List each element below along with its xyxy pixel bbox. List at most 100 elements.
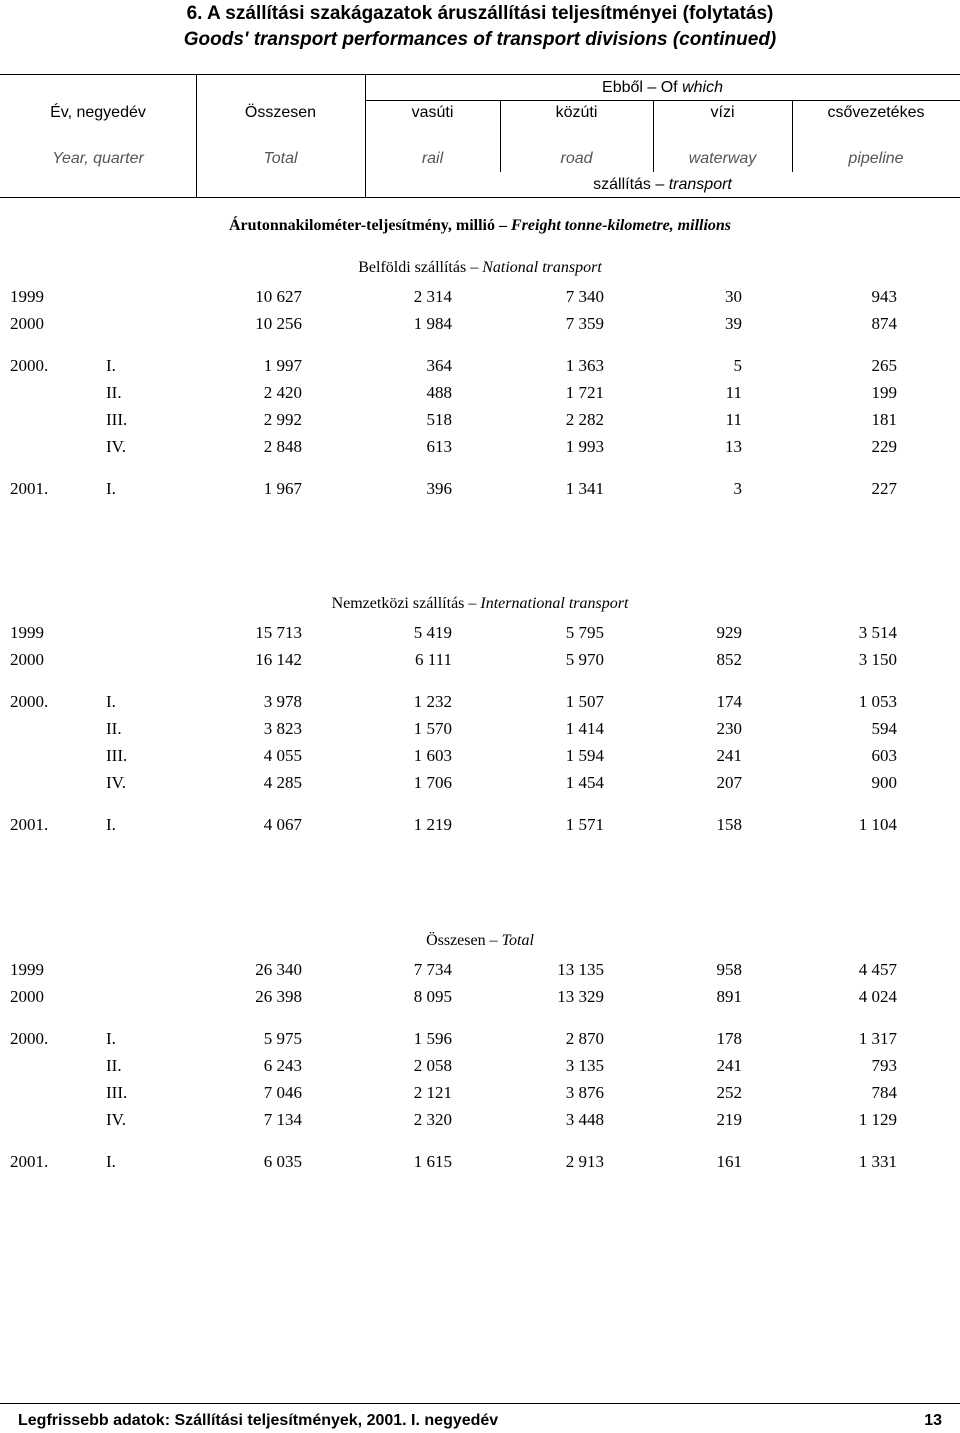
- of-which-rule: [365, 100, 960, 101]
- cell-waterway: 929: [716, 623, 743, 642]
- rail-heading: vasúti: [411, 104, 454, 121]
- cell-road: 13 329: [557, 987, 604, 1006]
- table-row: 2001. I. 6 035 1 615 2 913 161 1 331: [0, 1151, 960, 1173]
- rail-heading-english: rail: [421, 150, 444, 167]
- cell-rail: 1 615: [413, 1152, 452, 1171]
- cell-waterway: 852: [716, 650, 743, 669]
- cell-total: 1 997: [263, 356, 302, 375]
- cell-year: 2000.: [10, 692, 49, 711]
- cell-total: 6 035: [263, 1152, 302, 1171]
- cell-pipeline: 1 129: [858, 1110, 897, 1129]
- cell-pipeline: 943: [871, 287, 898, 306]
- total-heading: Összesen: [244, 104, 317, 121]
- table-row: 1999 26 340 7 734 13 135 958 4 457: [0, 959, 960, 981]
- cell-road: 3 448: [565, 1110, 604, 1129]
- section-title: Nemzetközi szállítás – International tra…: [331, 595, 629, 612]
- cell-waterway: 11: [725, 383, 742, 402]
- road-heading-english: road: [560, 150, 593, 167]
- cell-pipeline: 1 331: [858, 1152, 897, 1171]
- cell-rail: 6 111: [415, 650, 452, 669]
- cell-total: 10 256: [255, 314, 302, 333]
- cell-rail: 488: [426, 383, 453, 402]
- cell-quarter: III.: [106, 410, 128, 429]
- cell-year: 2000: [10, 987, 44, 1006]
- cell-waterway: 230: [716, 719, 743, 738]
- cell-pipeline: 1 053: [858, 692, 897, 711]
- pipeline-heading-english: pipeline: [848, 150, 904, 167]
- page-title-english: Goods' transport performances of transpo…: [183, 29, 777, 50]
- cell-road: 1 993: [565, 437, 604, 456]
- cell-rail: 2 121: [413, 1083, 452, 1102]
- cell-pipeline: 229: [871, 437, 898, 456]
- cell-rail: 2 320: [413, 1110, 452, 1129]
- cell-total: 7 046: [263, 1083, 302, 1102]
- cell-road: 5 795: [565, 623, 604, 642]
- cell-waterway: 39: [725, 314, 742, 333]
- cell-rail: 2 058: [413, 1056, 452, 1075]
- cell-pipeline: 199: [871, 383, 898, 402]
- page-footer: Legfrissebb adatok: Szállítási teljesítm…: [0, 1403, 960, 1433]
- table-row: 2000 16 142 6 111 5 970 852 3 150: [0, 649, 960, 671]
- cell-waterway: 207: [716, 773, 743, 792]
- cell-road: 3 135: [565, 1056, 604, 1075]
- table-row: II. 3 823 1 570 1 414 230 594: [0, 718, 960, 740]
- cell-road: 2 913: [565, 1152, 604, 1171]
- cell-total: 4 067: [263, 815, 302, 834]
- cell-year: 2000.: [10, 1029, 49, 1048]
- cell-waterway: 252: [716, 1083, 743, 1102]
- cell-year: 2001.: [10, 479, 49, 498]
- table-row: 2000 26 398 8 095 13 329 891 4 024: [0, 986, 960, 1008]
- cell-quarter: II.: [106, 383, 122, 402]
- of-which-heading: Ebből – Of which: [602, 79, 723, 96]
- cell-year: 2001.: [10, 815, 49, 834]
- table-row: IV. 4 285 1 706 1 454 207 900: [0, 772, 960, 794]
- cell-total: 15 713: [255, 623, 302, 642]
- page-title: 6. A szállítási szakágazatok áruszállítá…: [186, 3, 774, 24]
- cell-road: 1 454: [565, 773, 604, 792]
- cell-total: 3 823: [263, 719, 302, 738]
- cell-rail: 8 095: [413, 987, 452, 1006]
- table-row: 1999 15 713 5 419 5 795 929 3 514: [0, 622, 960, 644]
- cell-pipeline: 3 150: [858, 650, 897, 669]
- table-row: IV. 2 848 613 1 993 13 229: [0, 436, 960, 458]
- cell-pipeline: 874: [871, 314, 898, 333]
- cell-road: 1 594: [565, 746, 604, 765]
- year-quarter-heading-english: Year, quarter: [52, 150, 144, 167]
- cell-total: 3 978: [263, 692, 302, 711]
- cell-waterway: 219: [716, 1110, 743, 1129]
- cell-waterway: 241: [716, 746, 743, 765]
- cell-total: 2 848: [263, 437, 302, 456]
- cell-quarter: IV.: [106, 773, 126, 792]
- unit-caption: Árutonnakilométer-teljesítmény, millió –…: [228, 217, 732, 234]
- cell-total: 16 142: [255, 650, 302, 669]
- cell-road: 1 507: [565, 692, 604, 711]
- table-row: 2000. I. 1 997 364 1 363 5 265: [0, 355, 960, 377]
- road-heading: közúti: [555, 104, 598, 121]
- cell-pipeline: 1 104: [858, 815, 897, 834]
- transport-heading: szállítás – transport: [593, 176, 732, 193]
- cell-total: 26 340: [255, 960, 302, 979]
- cell-rail: 5 419: [413, 623, 452, 642]
- cell-quarter: II.: [106, 1056, 122, 1075]
- cell-rail: 613: [426, 437, 453, 456]
- cell-road: 1 341: [565, 479, 604, 498]
- cell-rail: 1 603: [413, 746, 452, 765]
- cell-quarter: IV.: [106, 1110, 126, 1129]
- cell-rail: 1 984: [413, 314, 452, 333]
- header-bottom-rule: [0, 197, 960, 198]
- cell-year: 1999: [10, 960, 44, 979]
- cell-pipeline: 1 317: [858, 1029, 897, 1048]
- cell-waterway: 11: [725, 410, 742, 429]
- cell-waterway: 174: [716, 692, 743, 711]
- waterway-heading: vízi: [710, 104, 735, 121]
- cell-total: 6 243: [263, 1056, 302, 1075]
- cell-rail: 364: [426, 356, 453, 375]
- cell-rail: 1 232: [413, 692, 452, 711]
- cell-quarter: I.: [106, 356, 116, 375]
- cell-total: 4 055: [263, 746, 302, 765]
- section-title: Összesen – Total: [426, 932, 534, 949]
- cell-road: 13 135: [557, 960, 604, 979]
- cell-waterway: 5: [733, 356, 743, 375]
- cell-pipeline: 265: [871, 356, 898, 375]
- cell-rail: 1 706: [413, 773, 452, 792]
